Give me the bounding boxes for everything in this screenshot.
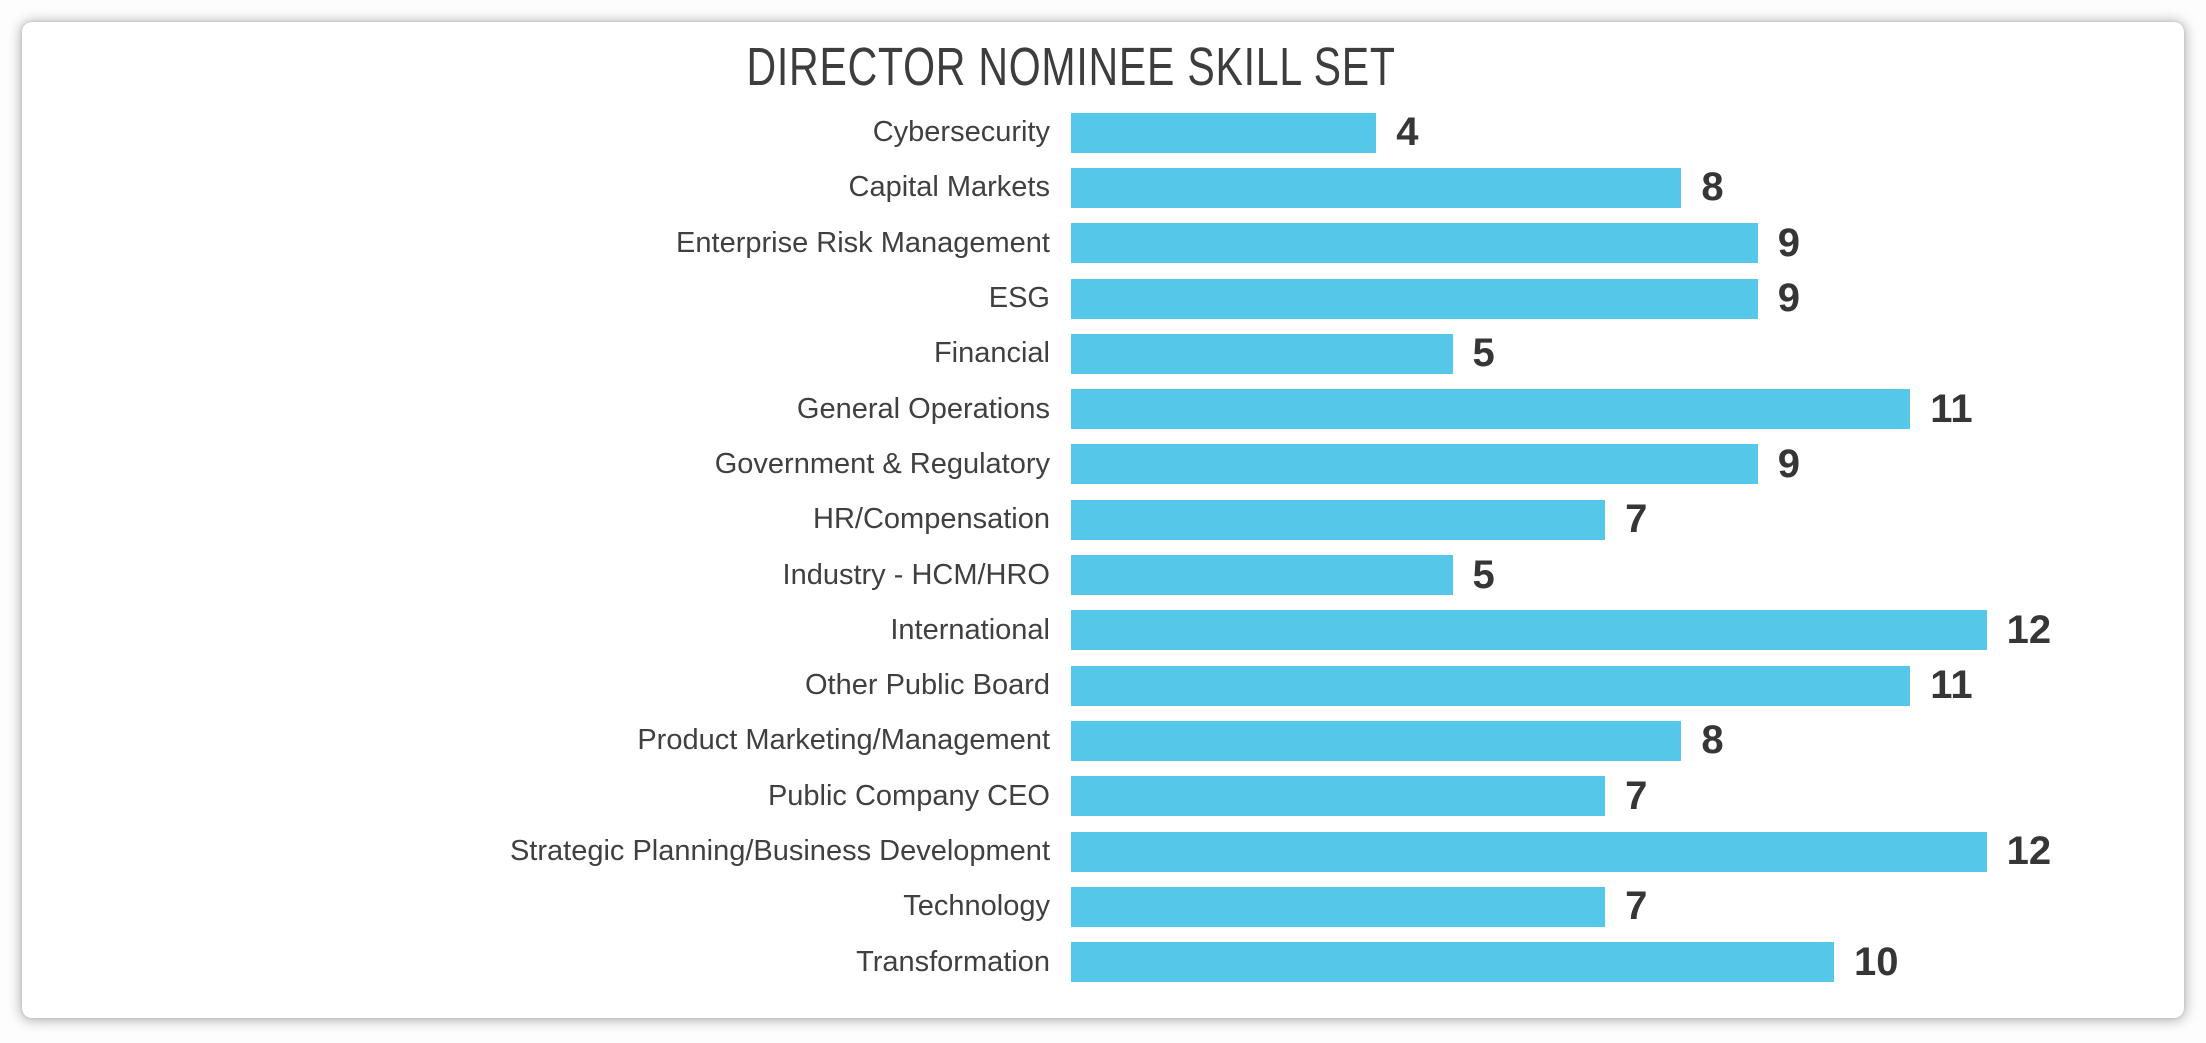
bar-row: General Operations 11 (22, 381, 2184, 436)
value-label: 5 (1472, 552, 1495, 597)
value-label: 12 (2006, 829, 2052, 873)
value-label: 8 (1701, 165, 1724, 210)
bar-row: HR/Compensation 7 (22, 492, 2184, 547)
category-label: Capital Markets (848, 171, 1050, 204)
category-label: Enterprise Risk Management (676, 226, 1050, 259)
bar-row: Industry - HCM/HRO 5 (22, 547, 2184, 602)
bar (1071, 333, 1453, 374)
bar-row: Strategic Planning/Business Development 1… (22, 824, 2184, 879)
category-label: General Operations (796, 392, 1050, 425)
value-label: 7 (1625, 884, 1648, 929)
category-label: ESG (988, 282, 1050, 315)
value-label: 9 (1777, 441, 1800, 486)
chart-card: DIRECTOR NOMINEE SKILL SET Cybersecurity… (22, 22, 2184, 1018)
bar (1071, 278, 1758, 319)
category-label: Financial (933, 337, 1050, 370)
chart-title: DIRECTOR NOMINEE SKILL SET (22, 36, 2120, 98)
value-label: 4 (1396, 110, 1419, 155)
chart-title-text: DIRECTOR NOMINEE SKILL SET (746, 37, 1396, 97)
category-label: Strategic Planning/Business Development (509, 835, 1050, 867)
bar-row: Technology 7 (22, 879, 2184, 934)
value-label: 7 (1625, 773, 1648, 818)
category-label: Cybersecurity (872, 116, 1050, 149)
bar-row: Transformation 10 (22, 934, 2184, 989)
bar-row: Cybersecurity 4 (22, 105, 2184, 160)
value-label: 11 (1930, 386, 1973, 431)
value-label: 9 (1777, 220, 1800, 265)
bar (1071, 610, 1987, 651)
bar-row: Financial 5 (22, 326, 2184, 381)
value-label: 5 (1472, 331, 1495, 376)
bar (1071, 167, 1682, 208)
category-label: Other Public Board (804, 669, 1050, 702)
category-label: Product Marketing/Management (637, 724, 1050, 757)
bar-chart: Cybersecurity 4 Capital Markets 8 Enterprise… (22, 105, 2184, 990)
bar-row: Product Marketing/Management 8 (22, 713, 2184, 768)
bar (1071, 886, 1606, 927)
bar (1071, 942, 1834, 983)
category-label: Industry - HCM/HRO (782, 558, 1050, 591)
value-label: 7 (1625, 497, 1648, 542)
bar (1071, 720, 1682, 761)
value-label: 8 (1701, 718, 1724, 763)
bar-row: International 12 (22, 603, 2184, 658)
bar (1071, 389, 1911, 430)
bar (1071, 831, 1987, 872)
bar-row: ESG 9 (22, 271, 2184, 326)
bar (1071, 112, 1377, 153)
bar-row: Government & Regulatory 9 (22, 437, 2184, 492)
value-label: 9 (1777, 276, 1800, 321)
value-label: 12 (2006, 607, 2052, 652)
category-label: Government & Regulatory (714, 447, 1050, 480)
value-label: 11 (1930, 663, 1973, 708)
bar (1071, 776, 1606, 817)
bar (1071, 665, 1911, 706)
bar-row: Public Company CEO 7 (22, 769, 2184, 824)
bar (1071, 499, 1606, 540)
bar (1071, 555, 1453, 596)
category-label: Public Company CEO (767, 779, 1050, 812)
bar (1071, 223, 1758, 264)
bar-row: Capital Markets 8 (22, 160, 2184, 215)
bar-row: Enterprise Risk Management 9 (22, 216, 2184, 271)
bar-row: Other Public Board 11 (22, 658, 2184, 713)
category-label: International (890, 613, 1050, 646)
category-label: Transformation (856, 945, 1050, 978)
category-label: Technology (903, 890, 1050, 923)
bar (1071, 444, 1758, 485)
category-label: HR/Compensation (813, 503, 1050, 536)
value-label: 10 (1854, 939, 1899, 984)
